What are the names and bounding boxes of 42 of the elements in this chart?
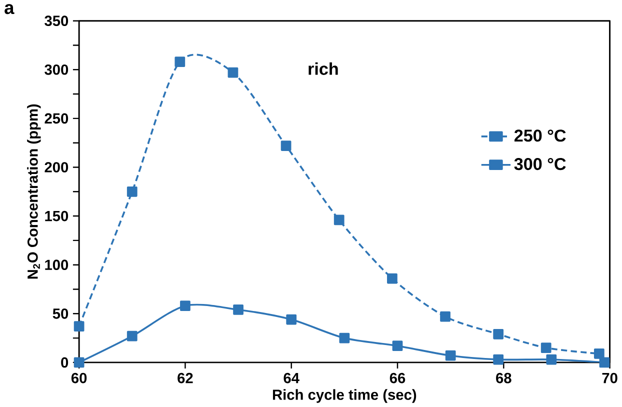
point (126, 186, 138, 197)
y-tick-label: 200 (44, 162, 68, 172)
x-tick-label: 62 (178, 372, 193, 384)
point (180, 300, 190, 312)
point (493, 329, 504, 340)
x-tick-label: 64 (284, 372, 300, 384)
point (445, 350, 456, 361)
annotation: rich (308, 62, 338, 76)
point (174, 56, 186, 68)
point (228, 67, 238, 78)
point (233, 304, 244, 315)
point (392, 340, 403, 352)
text: a (4, 4, 14, 14)
point (339, 332, 350, 344)
point (126, 330, 138, 342)
x-tick-label: 66 (390, 372, 406, 384)
point (74, 357, 84, 368)
point (546, 354, 557, 365)
point (280, 140, 292, 152)
point (387, 273, 398, 284)
point (493, 354, 504, 365)
x-tick-label: 70 (602, 372, 618, 384)
y-tick-label: 150 (45, 210, 68, 222)
point (599, 357, 610, 368)
point (286, 314, 297, 325)
y-tick-label: 0 (61, 357, 68, 368)
legend-label: 250 °C (514, 130, 566, 142)
x-tick-label: 68 (496, 372, 512, 384)
point (440, 311, 450, 322)
y-tick-label: 100 (45, 260, 68, 270)
y-tick-label: 300 (44, 64, 68, 75)
legend-label: 300 °C (514, 158, 566, 170)
y-tick-label: 350 (44, 16, 68, 26)
point (540, 342, 552, 354)
point (594, 348, 604, 359)
point (334, 214, 344, 226)
y-tick-label: 50 (52, 308, 68, 319)
y-tick-label: 250 (44, 113, 68, 124)
y-axis-title: N$_{2}$O Concentration (ppm) (27, 104, 41, 279)
x-axis-title: Rich cycle time (sec) (272, 389, 416, 403)
point (74, 321, 84, 332)
x-tick-label: 60 (71, 372, 87, 384)
